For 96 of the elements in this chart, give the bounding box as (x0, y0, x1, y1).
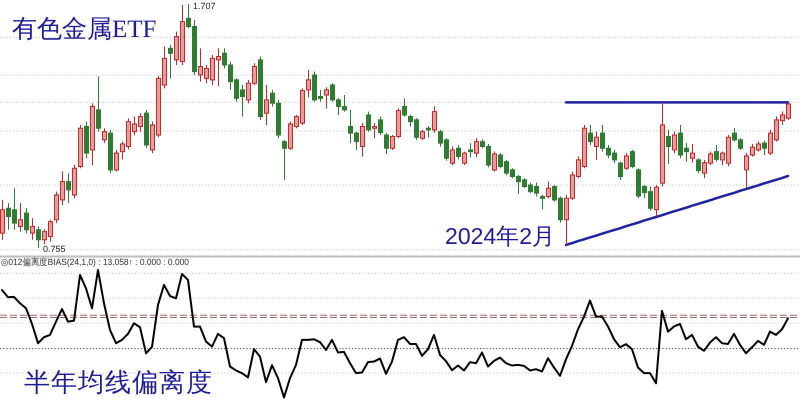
candlestick (198, 48, 203, 82)
candlestick (108, 129, 113, 174)
candlestick (714, 144, 719, 162)
candlestick (468, 142, 473, 158)
candlestick (780, 111, 785, 126)
annotation: 1.707 (193, 1, 216, 11)
candlestick (750, 143, 755, 157)
candlestick (174, 31, 179, 66)
candlestick (78, 124, 83, 169)
candlestick (690, 143, 695, 164)
candlestick (180, 4, 185, 66)
candlestick (162, 46, 167, 89)
candlestick (624, 152, 629, 170)
candlestick (156, 76, 161, 138)
candlestick (540, 194, 545, 210)
candlestick (762, 140, 767, 156)
candlestick (294, 114, 299, 129)
candlestick (84, 121, 89, 159)
candlestick (30, 218, 35, 240)
candlestick (144, 109, 149, 149)
candlestick (96, 76, 101, 132)
candlestick (384, 132, 389, 154)
candlestick (396, 108, 401, 139)
candlestick (168, 44, 173, 79)
candlestick (726, 134, 731, 166)
candlestick (36, 226, 41, 248)
candlestick (474, 138, 479, 158)
candlestick (630, 149, 635, 169)
candlestick (588, 124, 593, 146)
candlestick (372, 122, 377, 139)
candlestick (462, 151, 467, 166)
candlestick (288, 121, 293, 150)
candlestick (126, 118, 131, 150)
text: 半年均线偏离度 (24, 368, 213, 397)
candlestick (150, 121, 155, 154)
candlestick (594, 131, 599, 160)
candlestick (702, 159, 707, 179)
candlestick (450, 146, 455, 166)
candlestick (654, 184, 659, 216)
candlestick (264, 84, 269, 126)
candlestick (420, 129, 425, 140)
candlestick (456, 144, 461, 160)
candlestick (576, 156, 581, 179)
chart-subtitle: ◎012偏离度BIAS(24,1,0) : 13.058↑ : 0.000 : 0.000 (1, 257, 202, 267)
candlestick (54, 191, 59, 224)
candlestick (132, 116, 137, 136)
candlestick (696, 158, 701, 174)
annotation: 0.755 (43, 244, 66, 254)
candlestick (204, 64, 209, 84)
candlestick (660, 102, 665, 187)
candlestick (90, 102, 95, 166)
candlestick (564, 194, 569, 246)
candlestick (282, 139, 287, 180)
candlestick (786, 102, 791, 120)
candlestick (366, 111, 371, 132)
candlestick (102, 128, 107, 144)
candlestick (42, 228, 47, 245)
candlestick (666, 129, 671, 164)
candlestick (570, 171, 575, 200)
candlestick (48, 219, 53, 242)
candlestick (768, 129, 773, 156)
candlestick (672, 131, 677, 154)
candlestick (306, 69, 311, 98)
candlestick (324, 86, 329, 109)
candlestick (246, 79, 251, 104)
candlestick (582, 124, 587, 169)
candlestick (18, 202, 23, 232)
candlestick (138, 112, 143, 132)
candlestick (114, 149, 119, 172)
candlestick (60, 171, 65, 206)
candlestick (360, 122, 365, 157)
candlestick (390, 134, 395, 150)
candlestick (402, 98, 407, 118)
candlestick (432, 106, 437, 134)
candlestick (426, 126, 431, 138)
candlestick (216, 48, 221, 87)
candlestick (378, 116, 383, 136)
candlestick (300, 88, 305, 126)
candlestick (618, 161, 623, 180)
candlestick (774, 116, 779, 142)
candlestick (66, 172, 71, 204)
candlestick (744, 152, 749, 189)
candlestick (708, 151, 713, 166)
candlestick (720, 151, 725, 166)
annotation: 2024年2月 (445, 223, 555, 249)
text: 有色金属ETF (12, 16, 156, 43)
candlestick (546, 181, 551, 199)
candlestick (72, 164, 77, 199)
candlestick (252, 62, 257, 86)
candlestick (492, 151, 497, 172)
candlestick (0, 199, 5, 240)
candlestick (258, 56, 263, 120)
candlestick (210, 54, 215, 86)
candlestick (120, 141, 125, 160)
candlestick (24, 208, 29, 234)
candlestick (756, 141, 761, 152)
